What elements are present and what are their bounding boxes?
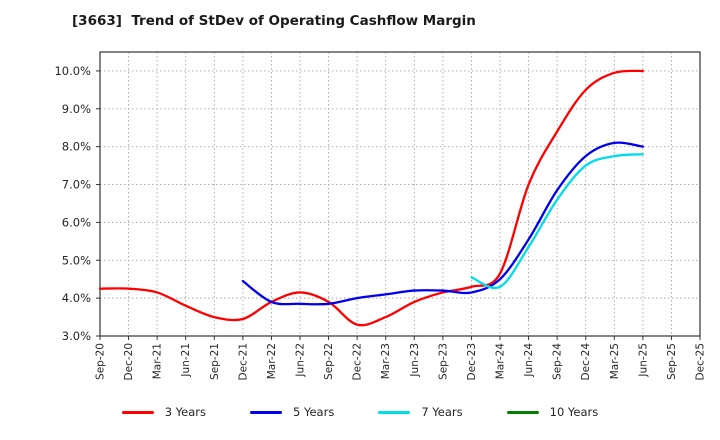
legend-label-10-years: 10 Years [549,405,599,419]
x-tick-label: Jun-22 [295,343,307,378]
legend-line-swatch-10-years [506,410,539,414]
y-tick-label: 9.0% [62,102,91,116]
x-tick-label: Mar-23 [380,343,392,379]
grid [99,52,701,337]
legend-item-7-years: 7 Years [378,405,463,419]
x-tick-label: Dec-22 [352,343,364,380]
x-tick-label: Sep-25 [666,343,678,380]
series-line-7-years [470,153,645,290]
y-tick-label: 6.0% [62,215,91,229]
x-tick-label: Jun-21 [180,343,192,378]
x-tick-label: Mar-24 [495,343,507,380]
series-line-3-years [98,69,645,327]
legend-item-10-years: 10 Years [506,405,599,419]
x-axis-labels: Sep-20 Dec-20 Mar-21 Jun-21 Sep-21 Dec-21 Mar-… [95,343,707,381]
x-tick-label: Dec-23 [466,343,478,380]
x-tick-label: Mar-22 [266,343,278,379]
x-tick-label: Dec-20 [123,343,135,380]
y-tick-label: 5.0% [62,253,91,267]
legend-label-3-years: 3 Years [164,405,207,419]
x-tick-label: Mar-21 [152,343,164,379]
x-tick-label: Dec-25 [695,343,707,380]
axis-ticks [96,70,701,340]
y-axis-labels: 3.0% 4.0% 5.0% 6.0% 7.0% 8.0% 9.0% 10.0% [54,64,91,343]
legend: 3 Years 5 Years 7 Years 10 Years [0,405,720,419]
x-tick-label: Dec-24 [580,343,592,381]
x-tick-label: Jun-25 [637,343,649,378]
x-tick-label: Sep-24 [552,343,564,380]
y-tick-label: 7.0% [62,178,91,192]
y-tick-label: 3.0% [62,329,91,343]
y-tick-label: 4.0% [62,291,91,305]
x-tick-label: Sep-21 [209,343,221,380]
legend-label-7-years: 7 Years [421,405,463,419]
legend-label-5-years: 5 Years [293,405,335,419]
series-line-5-years [241,141,645,306]
legend-line-swatch-5-years [250,410,283,414]
x-tick-label: Mar-25 [609,343,621,379]
y-tick-label: 8.0% [62,140,91,154]
plot-frame [99,51,701,337]
x-tick-label: Sep-23 [437,343,449,380]
y-tick-label: 10.0% [54,64,91,78]
x-tick-label: Sep-22 [323,343,335,380]
x-tick-label: Sep-20 [95,343,107,380]
x-tick-label: Dec-21 [237,343,249,380]
x-tick-label: Jun-23 [409,343,421,378]
legend-item-3-years: 3 Years [121,405,207,419]
legend-item-5-years: 5 Years [250,405,334,419]
chart-title: [3663] Trend of StDev of Operating Cashf… [72,13,476,29]
legend-line-swatch-3-years [121,410,154,414]
x-tick-label: Jun-24 [523,343,535,378]
legend-line-swatch-7-years [378,410,411,414]
